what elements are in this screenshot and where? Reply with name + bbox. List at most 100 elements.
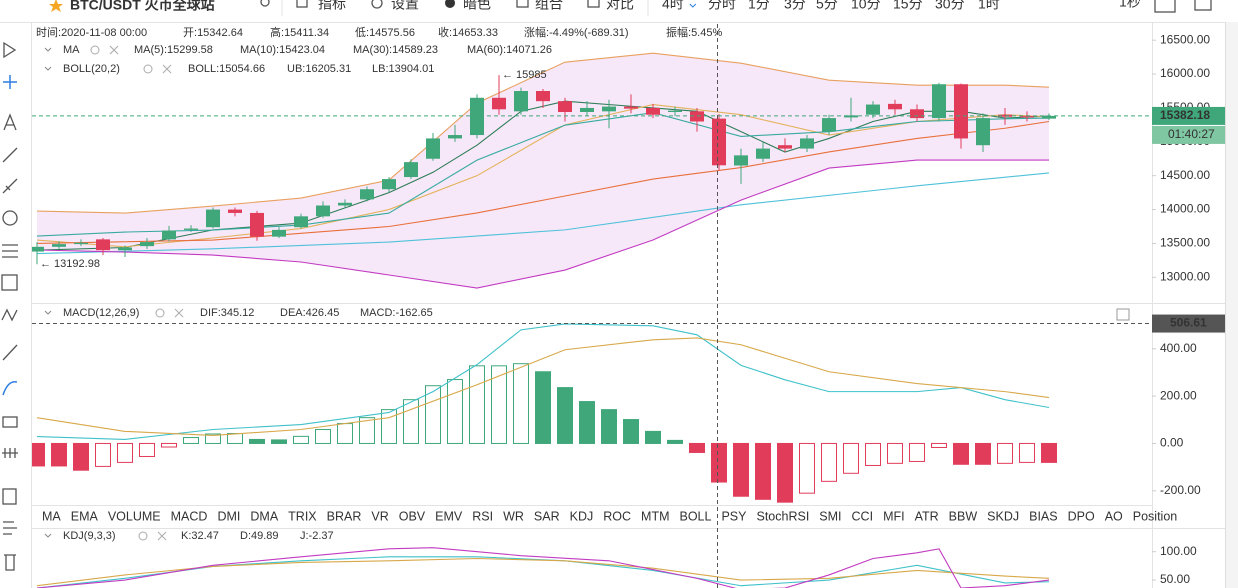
indicator-tab[interactable]: DMA bbox=[250, 509, 278, 523]
indicator-tab[interactable]: StochRSI bbox=[756, 509, 809, 523]
indicator-tab[interactable]: Position bbox=[1133, 509, 1178, 523]
interval[interactable]: 1时 bbox=[978, 0, 1000, 12]
close-icon[interactable] bbox=[109, 45, 119, 55]
info-label: 时间: bbox=[36, 26, 61, 39]
max-annotation: ← 15985 bbox=[502, 69, 547, 81]
indicator-tab[interactable]: VOLUME bbox=[108, 509, 161, 523]
ray-tool[interactable] bbox=[2, 178, 18, 194]
y-tick-label: 400.00 bbox=[1160, 341, 1197, 355]
text-tool[interactable] bbox=[3, 113, 17, 131]
collapse-caret[interactable] bbox=[44, 66, 52, 71]
layout-icon[interactable] bbox=[516, 0, 529, 8]
indicator-tab[interactable]: BRAR bbox=[327, 509, 362, 523]
toolbar-button[interactable]: 组合 bbox=[535, 0, 563, 12]
indicator-tab[interactable]: WR bbox=[503, 509, 524, 523]
lock-tool[interactable] bbox=[2, 416, 18, 428]
candle-body bbox=[140, 242, 154, 247]
macd-bar bbox=[249, 438, 265, 444]
macd-bar bbox=[557, 387, 573, 444]
pointer-tool[interactable] bbox=[3, 41, 17, 59]
countdown-label: 01:40:27 bbox=[1168, 127, 1215, 141]
interval[interactable]: 15分 bbox=[893, 0, 923, 12]
indicator-tab[interactable]: BIAS bbox=[1029, 509, 1058, 523]
collapse-caret[interactable] bbox=[44, 533, 52, 538]
interval[interactable]: 5分 bbox=[816, 0, 838, 12]
list-tool[interactable] bbox=[3, 521, 17, 535]
interval[interactable]: 10分 bbox=[851, 0, 881, 12]
channel-tool[interactable] bbox=[2, 244, 18, 258]
settings-icon[interactable] bbox=[90, 45, 100, 55]
indicator-tab[interactable]: MTM bbox=[641, 509, 669, 523]
indicator-tab[interactable]: MA bbox=[42, 509, 61, 523]
indicator-tab[interactable]: DPO bbox=[1068, 509, 1095, 523]
indicator-tab[interactable]: SAR bbox=[534, 509, 560, 523]
indicator-tab[interactable]: TRIX bbox=[288, 509, 317, 523]
indicator-tab[interactable]: SKDJ bbox=[987, 509, 1019, 523]
toolbar-button[interactable]: 设置 bbox=[391, 0, 419, 12]
indicator-tab[interactable]: ATR bbox=[915, 509, 939, 523]
settings-icon[interactable] bbox=[371, 0, 383, 9]
rect-tool[interactable] bbox=[1, 274, 18, 291]
collapse-caret[interactable] bbox=[44, 310, 52, 315]
close-icon[interactable] bbox=[162, 64, 172, 74]
indicator-tab[interactable]: MFI bbox=[883, 509, 905, 523]
indicator-tab[interactable]: BBW bbox=[949, 509, 978, 523]
circle-tool[interactable] bbox=[2, 210, 18, 226]
interval[interactable]: 1秒 bbox=[1119, 0, 1141, 10]
close-icon[interactable] bbox=[157, 531, 167, 541]
theme-icon[interactable] bbox=[445, 0, 455, 8]
min-annotation: ← 13192.98 bbox=[40, 258, 100, 270]
indicator-tab[interactable]: KDJ bbox=[570, 509, 594, 523]
info-label: 高: bbox=[270, 25, 284, 39]
collapse-caret[interactable] bbox=[44, 47, 52, 52]
indicator-icon[interactable] bbox=[296, 0, 308, 8]
indicator-label: BOLL(20,2) bbox=[63, 63, 120, 75]
wave-tool[interactable] bbox=[1, 308, 18, 322]
interval[interactable]: 1分 bbox=[748, 0, 770, 12]
delete-tool[interactable] bbox=[4, 554, 16, 571]
maximize-icon[interactable] bbox=[1116, 308, 1130, 321]
candle-body bbox=[118, 247, 132, 251]
star-icon[interactable] bbox=[49, 0, 63, 12]
toolbar-button[interactable]: 对比 bbox=[606, 0, 634, 12]
search-icon[interactable] bbox=[260, 0, 270, 7]
candle-body bbox=[360, 189, 374, 200]
line-tool[interactable] bbox=[2, 147, 18, 163]
brush-tool[interactable] bbox=[2, 381, 18, 396]
indicator-tab[interactable]: PSY bbox=[721, 509, 747, 523]
indicator-tab[interactable]: ROC bbox=[603, 509, 631, 523]
toolbar-button[interactable]: 指标 bbox=[318, 0, 346, 12]
magnet-tool[interactable] bbox=[2, 448, 18, 458]
indicator-tab[interactable]: VR bbox=[371, 509, 388, 523]
settings-icon[interactable] bbox=[138, 531, 148, 541]
panel: 16500.0016000.0015500.0015000.0014500.00… bbox=[32, 32, 1225, 289]
candle-body bbox=[382, 179, 396, 190]
y-tick-label: 14500.00 bbox=[1160, 168, 1210, 182]
macd-bar bbox=[821, 442, 837, 482]
toolbar-button[interactable]: 暗色 bbox=[463, 0, 491, 12]
settings-icon[interactable] bbox=[143, 64, 153, 74]
indicator-tab[interactable]: MACD bbox=[171, 509, 208, 523]
compare-icon[interactable] bbox=[587, 0, 600, 8]
active-interval[interactable]: 4时 bbox=[662, 0, 684, 12]
indicator-tab[interactable]: SMI bbox=[819, 509, 841, 523]
macd-bar bbox=[865, 442, 881, 466]
settings-icon[interactable] bbox=[155, 308, 165, 318]
indicator-tab[interactable]: AO bbox=[1105, 509, 1123, 523]
interval[interactable]: 分时 bbox=[708, 0, 736, 12]
crosshair-tool[interactable] bbox=[3, 75, 17, 89]
ruler-tool[interactable] bbox=[2, 344, 18, 361]
indicator-tab[interactable]: DMI bbox=[217, 509, 240, 523]
indicator-tab[interactable]: CCI bbox=[852, 509, 874, 523]
indicator-tab[interactable]: RSI bbox=[472, 509, 493, 523]
interval[interactable]: 3分 bbox=[784, 0, 806, 12]
indicator-tab[interactable]: BOLL bbox=[680, 509, 712, 523]
close-icon[interactable] bbox=[174, 308, 184, 318]
bookmark-tool[interactable] bbox=[2, 488, 17, 505]
indicator-tab[interactable]: EMA bbox=[71, 509, 99, 523]
indicator-tab[interactable]: EMV bbox=[435, 509, 463, 523]
interval[interactable]: 30分 bbox=[935, 0, 965, 12]
screenshot-icon[interactable] bbox=[1154, 0, 1176, 13]
indicator-tab[interactable]: OBV bbox=[399, 509, 426, 523]
fullscreen-icon[interactable] bbox=[1194, 0, 1212, 11]
